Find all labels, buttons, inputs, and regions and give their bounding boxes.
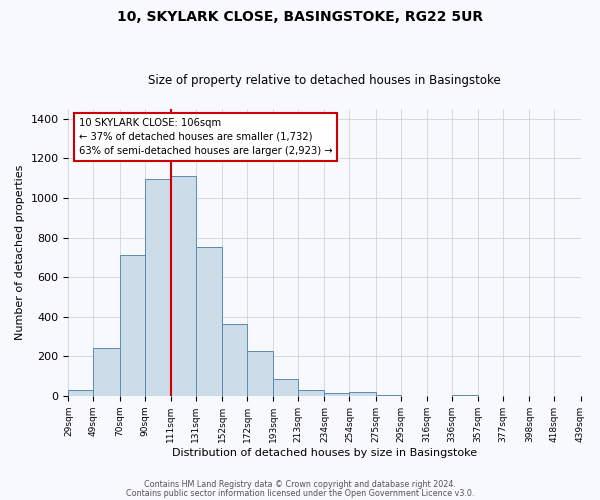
Text: 10, SKYLARK CLOSE, BASINGSTOKE, RG22 5UR: 10, SKYLARK CLOSE, BASINGSTOKE, RG22 5UR xyxy=(117,10,483,24)
Bar xyxy=(325,393,349,396)
Bar xyxy=(222,324,247,396)
Bar xyxy=(376,395,401,396)
Bar xyxy=(94,348,119,396)
Bar xyxy=(247,352,273,396)
Title: Size of property relative to detached houses in Basingstoke: Size of property relative to detached ho… xyxy=(148,74,501,87)
Text: 10 SKYLARK CLOSE: 106sqm
← 37% of detached houses are smaller (1,732)
63% of sem: 10 SKYLARK CLOSE: 106sqm ← 37% of detach… xyxy=(79,118,332,156)
Bar xyxy=(145,179,171,396)
Bar xyxy=(452,395,478,396)
Bar xyxy=(119,256,145,396)
X-axis label: Distribution of detached houses by size in Basingstoke: Distribution of detached houses by size … xyxy=(172,448,477,458)
Y-axis label: Number of detached properties: Number of detached properties xyxy=(15,164,25,340)
Text: Contains HM Land Registry data © Crown copyright and database right 2024.: Contains HM Land Registry data © Crown c… xyxy=(144,480,456,489)
Bar xyxy=(171,176,196,396)
Bar xyxy=(68,390,94,396)
Bar xyxy=(196,248,222,396)
Bar xyxy=(298,390,325,396)
Bar xyxy=(349,392,376,396)
Text: Contains public sector information licensed under the Open Government Licence v3: Contains public sector information licen… xyxy=(126,489,474,498)
Bar xyxy=(273,379,298,396)
